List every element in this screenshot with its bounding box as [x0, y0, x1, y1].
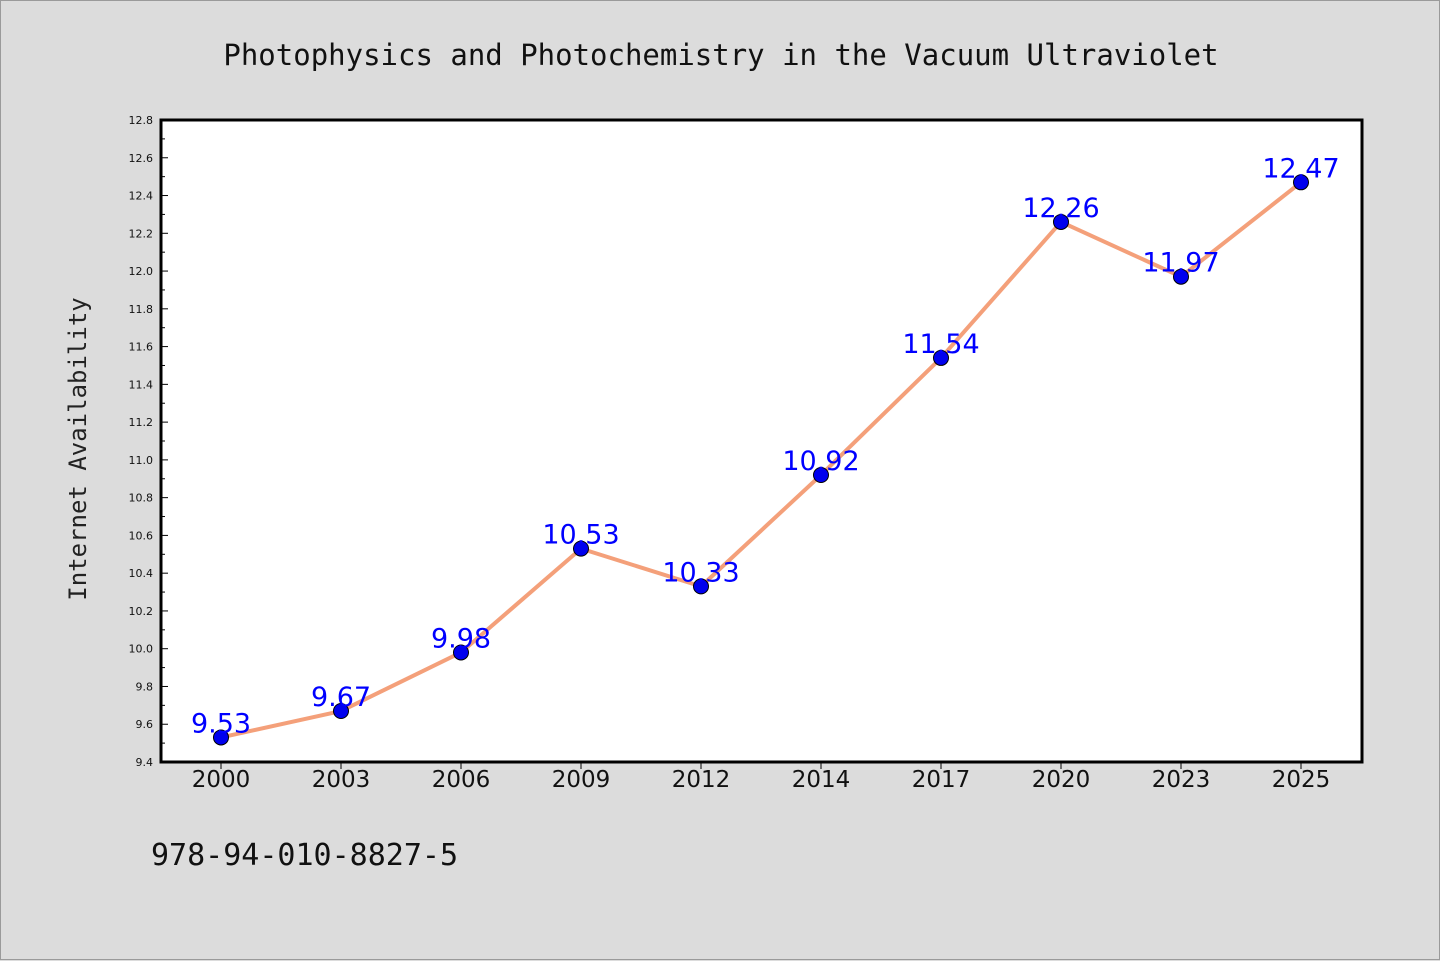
data-point: [213, 729, 229, 746]
x-axis: 2000 2003 2006 2009 2012 2014 2017 2020 2023 2025: [192, 762, 1331, 793]
data-label: 10.92: [782, 446, 859, 477]
isbn-footer: 978-94-010-8827-5: [151, 838, 458, 873]
x-tick-label: 2014: [792, 767, 851, 793]
data-point: [1293, 174, 1309, 191]
y-axis: 9.4 9.6 9.8 10.0 10.2 10.4 10.6 10.8 11.0 11.2 11.…: [129, 114, 168, 769]
data-label: 10.53: [542, 520, 619, 551]
y-tick-label: 11.8: [129, 303, 154, 316]
data-point: [1053, 213, 1069, 230]
x-tick-label: 2017: [912, 767, 971, 793]
y-tick-label: 12.4: [129, 190, 154, 203]
x-tick-label: 2023: [1152, 767, 1211, 793]
x-tick-label: 2025: [1272, 767, 1331, 793]
data-point: [693, 578, 709, 595]
y-tick-label: 11.0: [129, 454, 154, 467]
series-line: [219, 180, 1303, 740]
chart-title: Photophysics and Photochemistry in the V…: [223, 38, 1218, 72]
y-tick-label: 10.2: [129, 605, 154, 618]
y-tick-label: 9.6: [136, 718, 154, 731]
y-tick-label: 12.0: [129, 265, 154, 278]
data-point: [453, 644, 469, 661]
y-tick-label: 11.4: [129, 378, 154, 391]
data-point: [813, 466, 829, 483]
plot-area: [159, 118, 1364, 764]
series-group: 9.53 9.67 9.98 10.53 10.33 10.92 11.54 12.26 11.…: [191, 153, 1340, 746]
y-tick-label: 10.4: [129, 567, 154, 580]
y-tick-label: 10.6: [129, 529, 154, 542]
y-tick-label: 9.8: [136, 680, 154, 693]
data-point: [933, 349, 949, 366]
data-label: 9.98: [431, 623, 491, 654]
y-tick-label: 10.8: [129, 492, 154, 505]
x-tick-label: 2020: [1032, 767, 1091, 793]
x-tick-label: 2000: [192, 767, 251, 793]
data-label: 12.47: [1262, 153, 1339, 184]
x-tick-label: 2006: [432, 767, 491, 793]
data-label: 11.54: [902, 329, 979, 360]
data-label: 9.53: [191, 708, 251, 739]
y-tick-label: 12.2: [129, 227, 154, 240]
y-axis-label: Internet Availability: [64, 297, 92, 600]
y-tick-label: 10.0: [129, 643, 154, 656]
y-tick-label: 11.6: [129, 341, 154, 354]
data-label: 10.33: [662, 557, 739, 588]
data-label: 9.67: [311, 682, 371, 713]
y-tick-label: 12.6: [129, 152, 154, 165]
y-tick-label: 12.8: [129, 114, 154, 127]
x-tick-label: 2012: [672, 767, 731, 793]
x-tick-label: 2003: [312, 767, 371, 793]
data-point: [1173, 268, 1189, 285]
data-label: 11.97: [1142, 248, 1219, 279]
x-tick-label: 2009: [552, 767, 611, 793]
data-point: [573, 540, 589, 557]
y-tick-label: 11.2: [129, 416, 154, 429]
data-label: 12.26: [1022, 193, 1099, 224]
y-tick-label: 9.4: [136, 756, 154, 769]
data-point: [333, 703, 349, 720]
